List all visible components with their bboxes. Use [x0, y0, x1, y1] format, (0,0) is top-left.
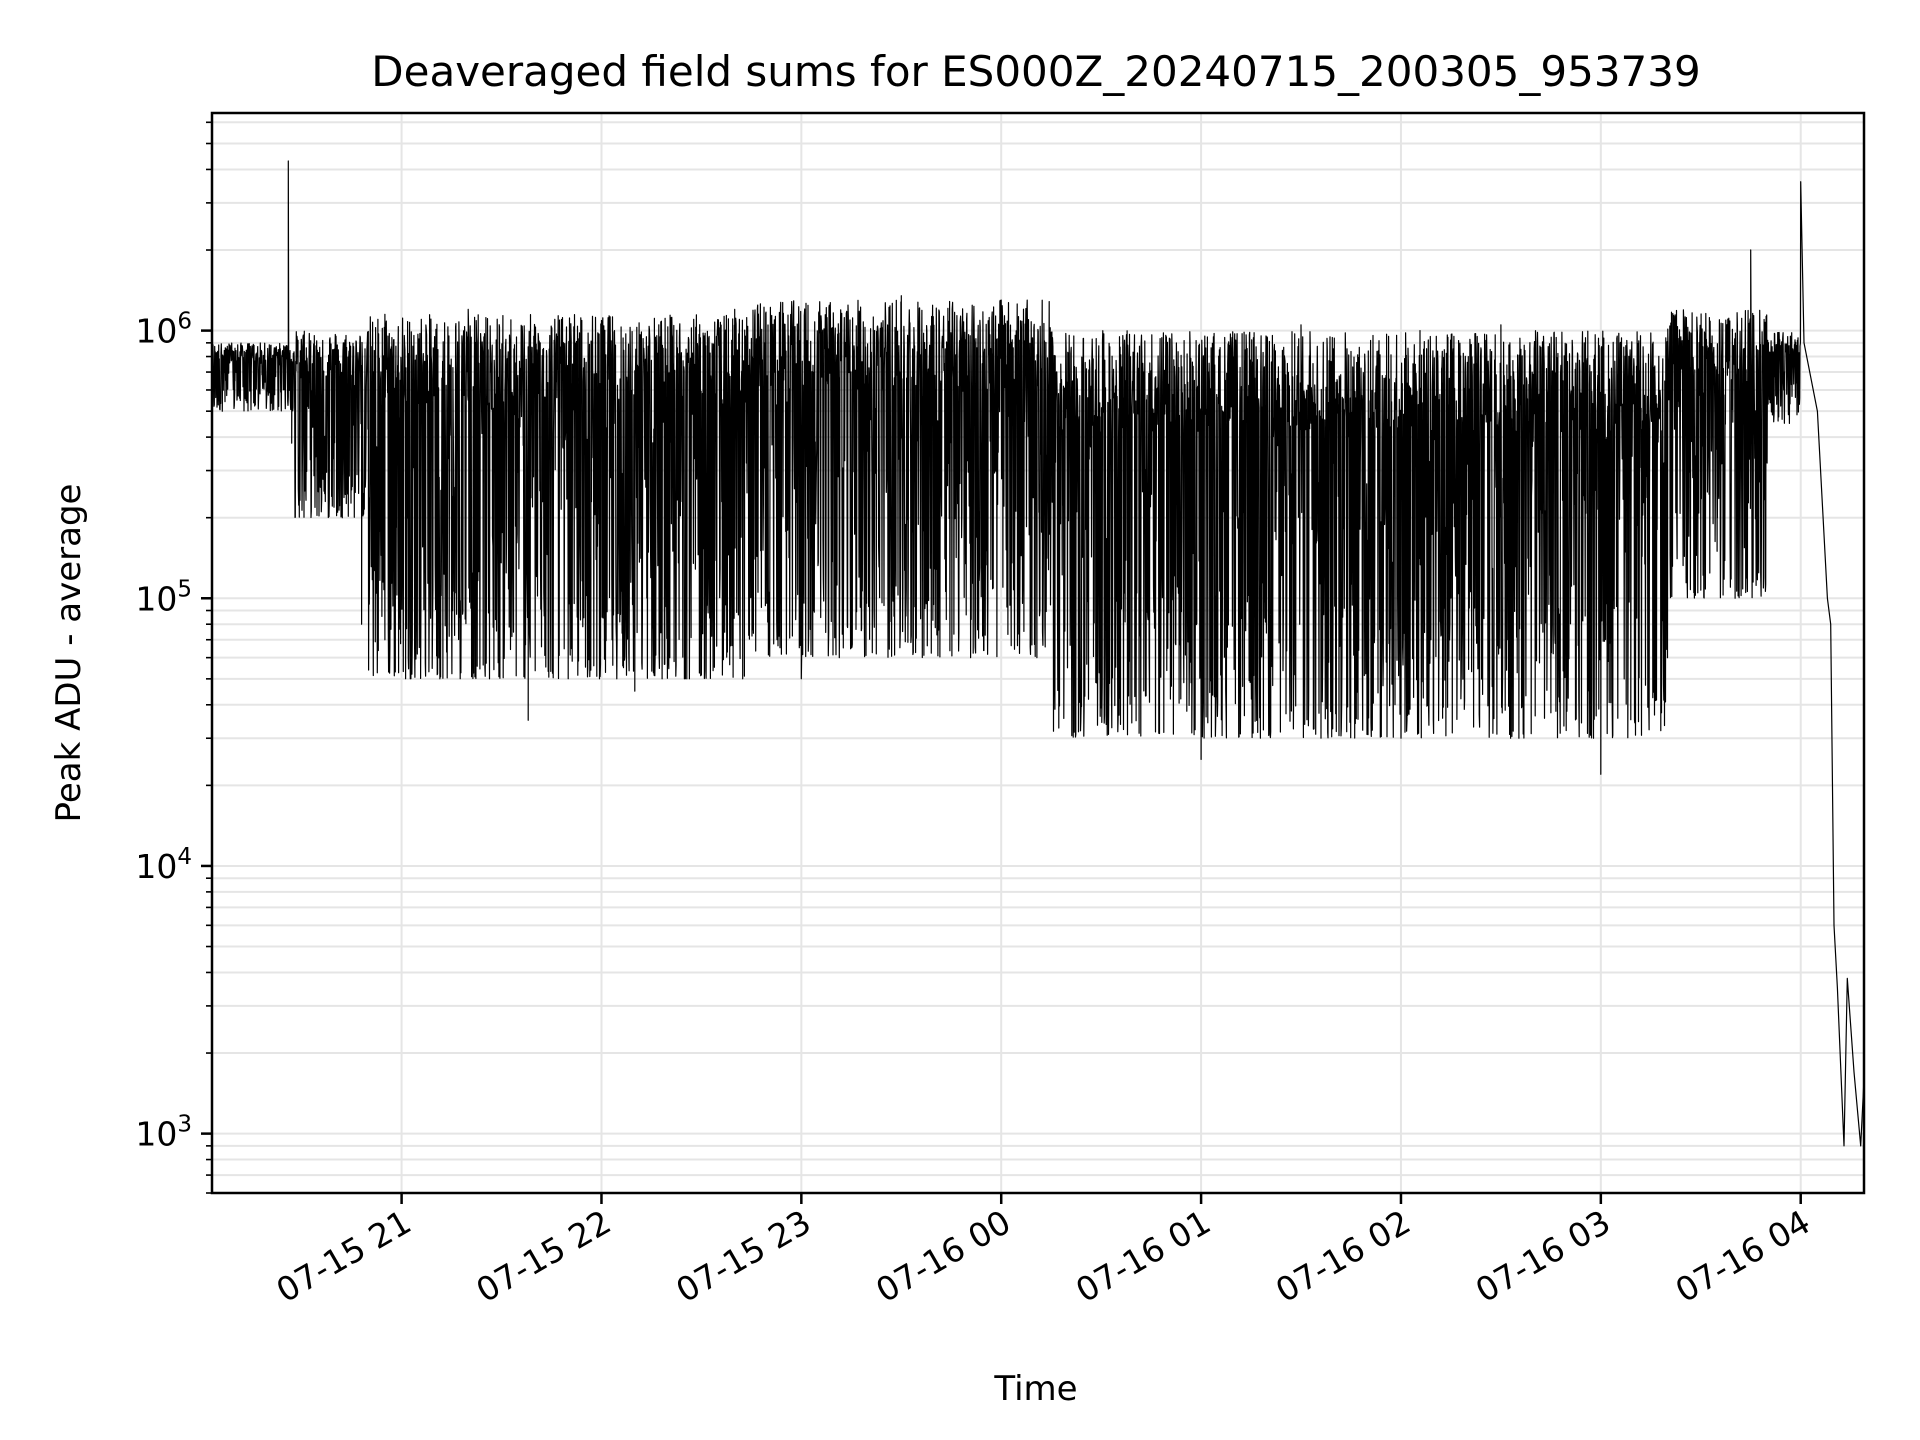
x-tick-label: 07-15 23 — [669, 1202, 817, 1310]
y-axis-title: Peak ADU - average — [49, 484, 89, 823]
series-path — [211, 160, 1865, 1147]
x-tick-label: 07-16 03 — [1469, 1202, 1617, 1310]
x-tick-label: 07-16 01 — [1069, 1202, 1217, 1310]
y-axis: 103 104 105 106 — [135, 121, 212, 1194]
x-axis-title: Time — [993, 1369, 1077, 1409]
x-tick-label: 07-15 21 — [270, 1202, 418, 1310]
y-tick-label: 103 — [135, 1112, 192, 1154]
y-tick-label: 106 — [135, 309, 192, 351]
chart-title: Deaveraged field sums for ES000Z_2024071… — [371, 47, 1700, 96]
plot-frame — [210, 111, 1866, 1195]
x-tick-label: 07-16 00 — [869, 1202, 1017, 1310]
x-tick-label: 07-16 04 — [1669, 1202, 1817, 1310]
series-line — [211, 160, 1865, 1147]
y-tick-label: 104 — [135, 844, 192, 886]
x-tick-label: 07-16 02 — [1269, 1202, 1417, 1310]
x-tick-label: 07-15 22 — [469, 1202, 617, 1310]
y-tick-label: 105 — [135, 576, 192, 618]
x-axis: 07-15 21 07-15 22 07-15 23 07-16 00 07-16 01… — [270, 1193, 1817, 1310]
